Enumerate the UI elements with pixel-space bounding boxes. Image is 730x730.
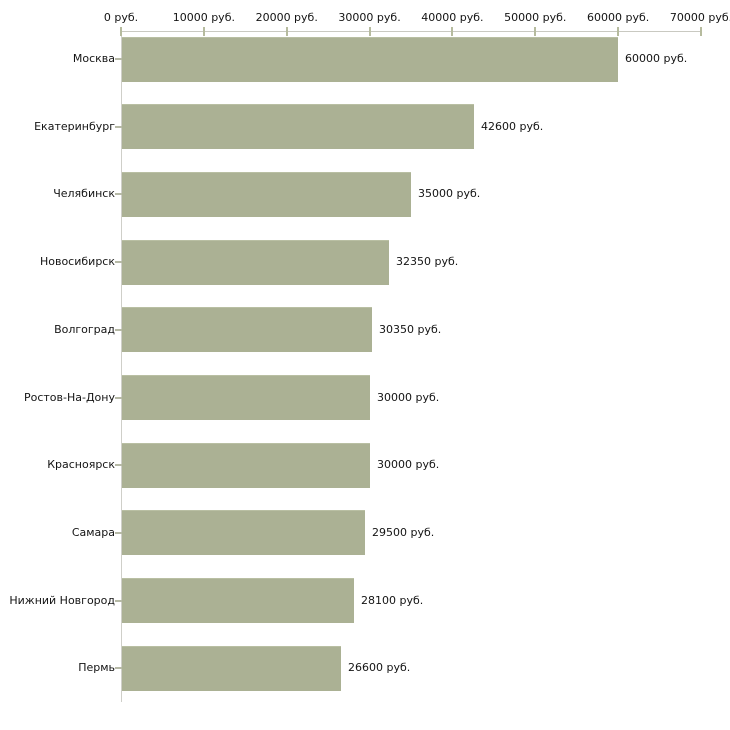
value-label: 60000 руб. bbox=[625, 52, 688, 65]
y-axis-tick bbox=[115, 261, 122, 264]
x-axis-tick bbox=[285, 27, 288, 36]
x-axis-tick bbox=[617, 27, 620, 36]
x-axis-tick-label: 60000 руб. bbox=[587, 11, 650, 24]
value-label: 42600 руб. bbox=[481, 119, 544, 133]
category-label: Нижний Новгород bbox=[9, 593, 115, 607]
bar bbox=[122, 375, 370, 420]
bar bbox=[122, 171, 411, 217]
value-label: 30000 руб. bbox=[377, 458, 440, 472]
x-axis-tick-label: 0 руб. bbox=[103, 11, 139, 24]
y-axis-tick bbox=[115, 531, 122, 534]
bar bbox=[122, 645, 341, 691]
category-label: Самара bbox=[71, 525, 115, 539]
x-axis-tick bbox=[451, 27, 454, 36]
category-label: Волгоград bbox=[54, 322, 115, 336]
y-axis-tick bbox=[115, 464, 122, 467]
value-label: 30000 руб. bbox=[377, 390, 440, 404]
bar bbox=[122, 104, 474, 150]
y-axis-tick bbox=[115, 599, 122, 602]
x-axis-tick bbox=[202, 27, 205, 36]
x-axis-tick-label: 40000 руб. bbox=[421, 11, 484, 24]
x-axis-tick-label: 10000 руб. bbox=[172, 11, 235, 24]
category-label: Пермь bbox=[78, 661, 115, 675]
y-axis-tick bbox=[115, 125, 122, 128]
bar bbox=[122, 578, 354, 624]
y-axis-tick bbox=[115, 667, 122, 670]
category-label: Красноярск bbox=[47, 458, 115, 472]
value-label: 32350 руб. bbox=[396, 255, 459, 269]
bar bbox=[122, 36, 618, 82]
value-label: 35000 руб. bbox=[418, 187, 481, 201]
bar bbox=[122, 442, 370, 488]
value-label: 30350 руб. bbox=[379, 322, 442, 336]
x-axis-line bbox=[121, 31, 702, 32]
value-label: 29500 руб. bbox=[372, 525, 435, 539]
x-axis-tick-label: 50000 руб. bbox=[504, 11, 567, 24]
x-axis-tick-label: 20000 руб. bbox=[255, 11, 318, 24]
y-axis-tick bbox=[115, 58, 122, 60]
y-axis-tick bbox=[115, 396, 122, 399]
x-axis-tick bbox=[120, 27, 122, 36]
x-axis-tick bbox=[700, 27, 702, 36]
category-label: Новосибирск bbox=[39, 255, 115, 269]
bar bbox=[122, 239, 389, 285]
value-label: 26600 руб. bbox=[348, 661, 411, 675]
x-axis-tick bbox=[368, 27, 371, 36]
category-label: Екатеринбург bbox=[34, 119, 115, 133]
x-axis-tick-label: 70000 руб. bbox=[669, 11, 730, 24]
category-label: Москва bbox=[72, 52, 115, 65]
category-label: Ростов-На-Дону bbox=[23, 390, 115, 404]
bar bbox=[122, 510, 365, 556]
category-label: Челябинск bbox=[53, 187, 115, 201]
value-label: 28100 руб. bbox=[361, 593, 424, 607]
bar bbox=[122, 307, 372, 353]
y-axis-tick bbox=[115, 328, 122, 331]
y-axis-line bbox=[121, 31, 122, 702]
x-axis-tick bbox=[534, 27, 537, 36]
y-axis-tick bbox=[115, 193, 122, 196]
x-axis-tick-label: 30000 руб. bbox=[338, 11, 401, 24]
